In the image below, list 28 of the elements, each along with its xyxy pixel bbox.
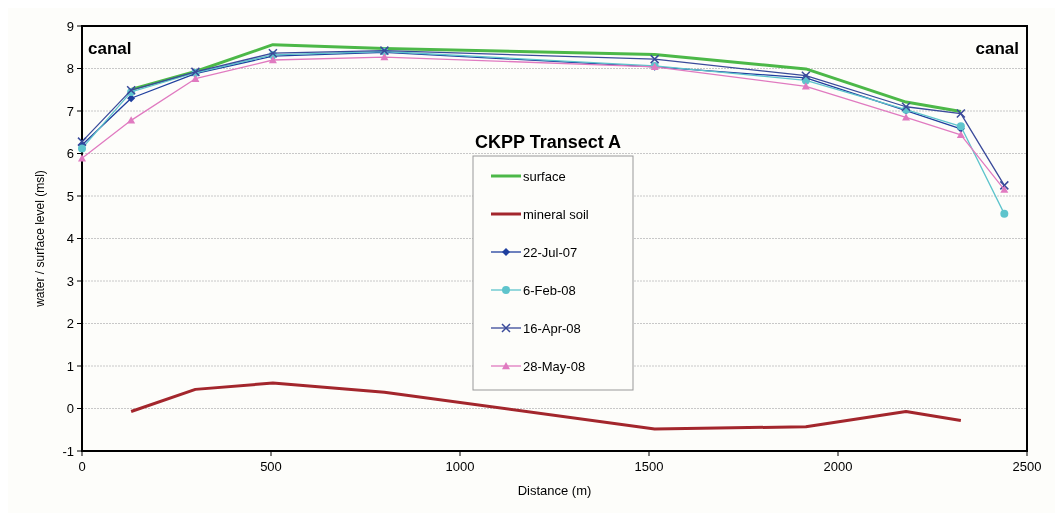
annotation: canal: [88, 39, 132, 58]
legend-label: 22-Jul-07: [523, 244, 578, 260]
y-tick-label: 8: [66, 61, 74, 77]
x-tick-label: 500: [260, 459, 282, 474]
x-tick-label: 1500: [634, 459, 664, 474]
text: CKPP Transect A: [474, 132, 622, 152]
x-tick-label: 2000: [823, 459, 853, 474]
y-tick-label: 7: [66, 103, 74, 119]
y-tick-label: -1: [62, 443, 74, 459]
legend-label: mineral soil: [523, 206, 589, 222]
y-tick-label: 9: [66, 18, 74, 34]
y-tick-label: 0: [66, 401, 74, 417]
y-tick-label: 4: [66, 231, 74, 247]
y-axis-title: water / surface level (msl): [33, 170, 47, 308]
y-tick-label: 6: [66, 146, 74, 162]
x-axis-title: Distance (m): [517, 483, 592, 498]
legend-label: 6-Feb-08: [523, 282, 576, 298]
x-tick-label: 2500: [1012, 459, 1042, 474]
y-tick-label: 2: [66, 316, 74, 332]
x-tick-label: 0: [78, 459, 86, 474]
legend-label: 28-May-08: [523, 358, 586, 374]
y-tick-label: 3: [66, 273, 74, 289]
legend-label: 16-Apr-08: [523, 320, 581, 336]
annotation: canal: [975, 39, 1019, 58]
y-tick-label: 5: [66, 188, 74, 204]
y-tick-label: 1: [66, 358, 74, 374]
legend-label: surface: [523, 168, 566, 184]
x-tick-label: 1000: [445, 459, 475, 474]
